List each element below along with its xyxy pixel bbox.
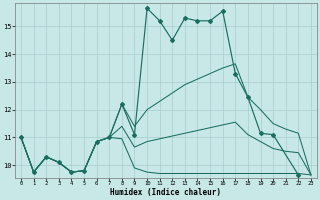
X-axis label: Humidex (Indice chaleur): Humidex (Indice chaleur) [110,188,221,197]
